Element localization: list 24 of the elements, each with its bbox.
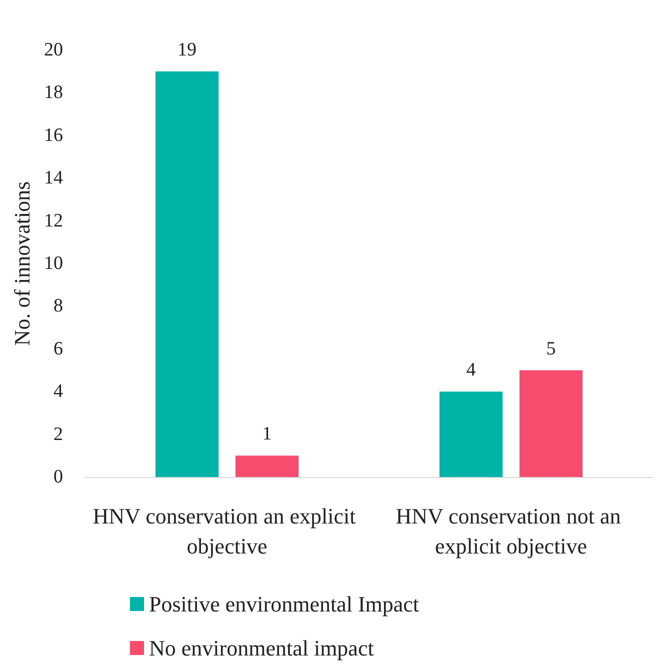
y-tick-label: 2: [54, 424, 63, 445]
data-label: 19: [177, 39, 196, 60]
legend-label: No environmental impact: [149, 636, 374, 660]
y-tick-label: 4: [54, 381, 64, 402]
bar: [439, 392, 502, 477]
y-tick-label: 0: [54, 466, 63, 488]
x-tick-label: HNV conservation an explicit objective: [92, 504, 362, 558]
y-axis-title: No. of innovations: [10, 181, 34, 346]
data-label: 1: [262, 424, 272, 445]
y-tick-label: 18: [44, 82, 63, 104]
legend-label: Positive environmental Impact: [149, 592, 420, 616]
y-tick-label: 16: [44, 124, 63, 146]
y-tick-label: 12: [44, 210, 63, 232]
bar: [155, 71, 218, 477]
y-tick-label: 20: [44, 40, 63, 60]
data-label: 4: [466, 360, 476, 381]
data-label: 5: [546, 338, 556, 360]
y-tick-label: 8: [54, 296, 63, 317]
x-tick-label: HNV conservation not an explicit objective: [396, 504, 626, 558]
y-tick-label: 6: [54, 338, 63, 360]
y-tick-label: 14: [44, 168, 64, 189]
bar: [520, 370, 583, 477]
bar: [236, 456, 299, 477]
y-tick-label: 10: [44, 253, 63, 274]
